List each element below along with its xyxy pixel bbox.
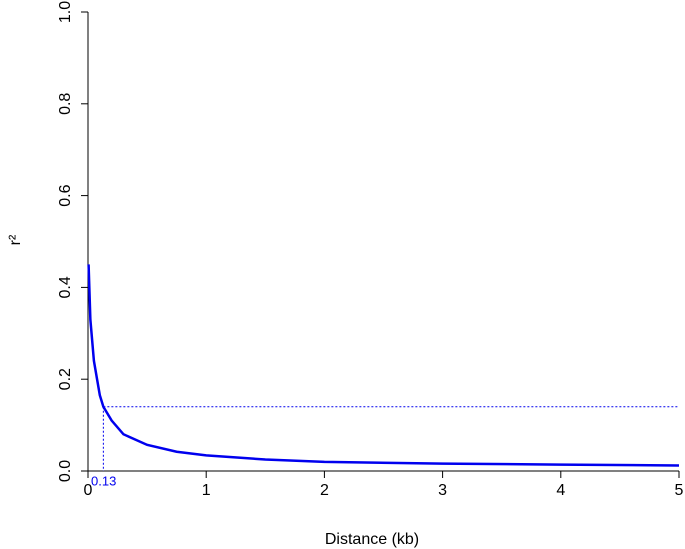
y-tick-label: 1.0 bbox=[57, 1, 74, 23]
x-tick-label: 5 bbox=[675, 482, 684, 499]
x-tick-label: 2 bbox=[320, 482, 329, 499]
decay-distance-label: 0.13 bbox=[91, 473, 116, 488]
decay-curve bbox=[87, 264, 680, 467]
x-axis-label: Distance (kb) bbox=[325, 531, 419, 548]
y-axis-label: r² bbox=[7, 234, 24, 245]
y-tick-label: 0.4 bbox=[57, 276, 74, 298]
y-tick-label: 0.0 bbox=[57, 460, 74, 482]
y-tick-label: 0.2 bbox=[57, 368, 74, 390]
x-tick-label: 3 bbox=[438, 482, 447, 499]
y-tick-label: 0.6 bbox=[57, 184, 74, 206]
y-tick-label: 0.8 bbox=[57, 93, 74, 115]
x-tick-label: 4 bbox=[556, 482, 565, 499]
x-tick-label: 0 bbox=[84, 482, 93, 499]
x-tick-label: 1 bbox=[202, 482, 211, 499]
